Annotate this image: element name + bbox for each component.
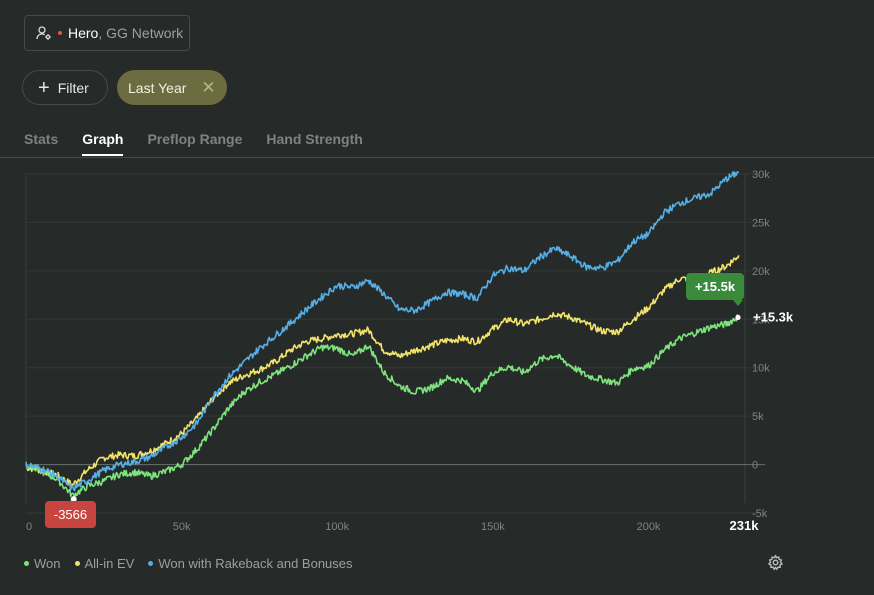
x-tick-label: 150k [481,521,505,533]
min-label-text: -3566 [54,507,87,522]
tab-divider [0,157,874,158]
y-tick-label: 30k [752,169,770,181]
gear-icon[interactable] [767,554,784,571]
x-tick-label: 200k [637,521,661,533]
results-graph[interactable]: -5k 0 5k 10k 15k 20k 25k 30k 0 50k 100k 150k 200k 231… [0,158,874,538]
series-line [25,255,740,487]
y-tick-label: 25k [752,217,770,229]
legend-item-won[interactable]: Won [24,556,61,571]
network-name: GG Network [106,25,184,41]
legend-dot [74,561,80,566]
close-icon[interactable]: ✕ [201,77,216,97]
y-tick-label: 5k [752,411,764,423]
y-tick-label: 0 [752,460,758,472]
network-separator: , [98,25,107,41]
legend-item-won-rakeback[interactable]: Won with Rakeback and Bonuses [148,556,353,571]
legend-dot [148,561,154,566]
x-tick-label: 100k [325,521,349,533]
user-cog-icon [36,26,51,40]
filter-label: Filter [57,79,89,96]
y-tick-label: -5k [752,508,768,520]
legend-label: Won [34,556,61,571]
y-tick-label: 15k [752,314,770,326]
y-tick-label: 20k [752,266,770,278]
current-value-badge [686,273,744,300]
tab-bar: Stats Graph Preflop Range Hand Strength [24,131,387,156]
legend-item-all-in-ev[interactable]: All-in EV [74,556,135,571]
x-tick-label: 50k [173,521,191,533]
date-filter-chip[interactable]: Last Year ✕ [117,70,227,105]
min-label-badge [45,501,96,528]
player-selector[interactable]: Hero, GG Network [24,15,190,51]
y-tick-label: 10k [752,363,770,375]
plus-icon: + [38,76,50,99]
status-dot [58,31,62,35]
series-line [25,314,740,499]
x-tick-label: 0 [26,521,32,533]
tab-hand-strength[interactable]: Hand Strength [266,131,363,147]
legend-label: Won with Rakeback and Bonuses [158,556,353,571]
series-line [25,171,739,492]
chart-legend: Won All-in EV Won with Rakeback and Bonu… [24,556,367,571]
tab-graph[interactable]: Graph [82,131,124,156]
min-point-marker [70,496,77,503]
legend-label: All-in EV [84,556,135,571]
tab-stats[interactable]: Stats [24,131,59,147]
date-filter-label: Last Year [128,79,187,96]
filter-button[interactable]: + Filter [22,70,108,105]
tab-preflop-range[interactable]: Preflop Range [147,131,243,147]
x-tick-label: 231k [730,518,760,533]
current-value-label: +15.3k [753,309,794,324]
current-point-marker [735,314,741,320]
legend-dot [24,561,29,566]
current-value-badge-pointer [733,300,743,306]
current-value-badge-text: +15.5k [695,279,736,294]
player-name: Hero [68,25,99,41]
